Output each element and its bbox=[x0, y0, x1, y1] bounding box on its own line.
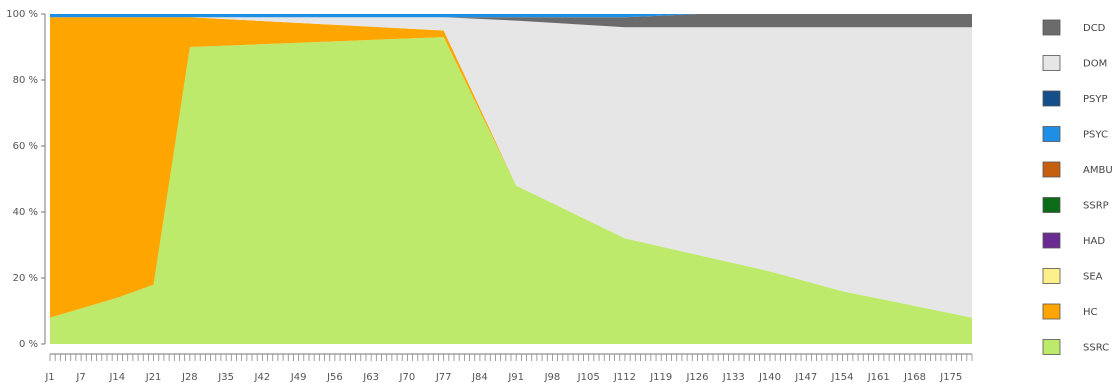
x-tick-label: J77 bbox=[435, 372, 452, 383]
x-tick-label: J63 bbox=[362, 372, 379, 383]
x-tick-label: J126 bbox=[685, 372, 708, 383]
x-tick-label: J7 bbox=[75, 372, 85, 383]
area-dom bbox=[50, 17, 972, 318]
x-tick-label: J56 bbox=[326, 372, 343, 383]
legend-swatch-psyp bbox=[1042, 90, 1061, 107]
legend-label-sea: SEA bbox=[1083, 272, 1103, 283]
legend-swatch-ssrc bbox=[1042, 339, 1061, 355]
x-tick-label: J70 bbox=[399, 372, 416, 383]
x-tick-label: J119 bbox=[649, 372, 672, 383]
x-tick-label: J98 bbox=[544, 372, 561, 383]
legend-label-psyc: PSYC bbox=[1083, 130, 1108, 141]
legend-label-ssrc: SSRC bbox=[1083, 343, 1109, 354]
x-tick-label: J49 bbox=[290, 372, 307, 383]
legend-swatch-psyc bbox=[1042, 126, 1061, 142]
legend-swatch-hc bbox=[1042, 303, 1061, 320]
legend-label-hc: HC bbox=[1083, 307, 1098, 318]
x-tick-label: J42 bbox=[254, 372, 271, 383]
legend-swatch-ssrp bbox=[1042, 197, 1061, 213]
area-ssrc bbox=[50, 37, 972, 344]
x-tick-label: J147 bbox=[794, 372, 817, 383]
y-tick-label: 60 % bbox=[13, 141, 38, 152]
legend-swatch-ambu bbox=[1042, 161, 1061, 178]
legend-label-dcd: DCD bbox=[1083, 23, 1106, 34]
y-tick-label: 80 % bbox=[13, 75, 38, 86]
x-tick-label: J161 bbox=[867, 372, 890, 383]
y-tick-label: 0 % bbox=[19, 339, 38, 350]
legend-swatch-dom bbox=[1042, 55, 1061, 71]
area-dcd bbox=[50, 14, 972, 28]
x-tick-label: J154 bbox=[830, 372, 853, 383]
legend-swatch-sea bbox=[1042, 268, 1061, 284]
x-tick-label: J112 bbox=[613, 372, 636, 383]
x-tick-label: J35 bbox=[217, 372, 234, 383]
x-tick-label: J168 bbox=[903, 372, 926, 383]
x-tick-label: J1 bbox=[44, 372, 54, 383]
legend-label-ssrp: SSRP bbox=[1083, 201, 1109, 212]
x-tick-label: J28 bbox=[181, 372, 198, 383]
y-tick-label: 20 % bbox=[13, 273, 38, 284]
x-tick-label: J105 bbox=[577, 372, 600, 383]
x-tick-label: J140 bbox=[758, 372, 781, 383]
axes: 0 % 20 % 40 % 60 % 80 % 100 % J1 J7 J14 J21 J28 J35… bbox=[6, 9, 973, 383]
area-hc bbox=[50, 17, 972, 318]
area-psyc bbox=[50, 14, 972, 18]
legend-swatch-had bbox=[1042, 232, 1061, 249]
y-tick-label: 100 % bbox=[6, 9, 38, 20]
legend-label-dom: DOM bbox=[1083, 59, 1107, 70]
legend-label-ambu: AMBU bbox=[1083, 165, 1112, 176]
legend-label-psyp: PSYP bbox=[1083, 94, 1108, 105]
x-tick-label: J91 bbox=[507, 372, 524, 383]
plot-area bbox=[50, 14, 972, 344]
x-tick-label: J21 bbox=[145, 372, 162, 383]
x-tick-label: J14 bbox=[108, 372, 125, 383]
x-tick-label: J133 bbox=[722, 372, 745, 383]
x-tick-label: J175 bbox=[939, 372, 962, 383]
x-tick-label: J84 bbox=[471, 372, 488, 383]
legend: DCD DOM PSYP PSYC AMBU SSRP HAD SEA HC SSRC bbox=[1042, 19, 1112, 355]
legend-label-had: HAD bbox=[1083, 236, 1105, 247]
y-tick-label: 40 % bbox=[13, 207, 38, 218]
legend-swatch-dcd bbox=[1042, 19, 1061, 36]
